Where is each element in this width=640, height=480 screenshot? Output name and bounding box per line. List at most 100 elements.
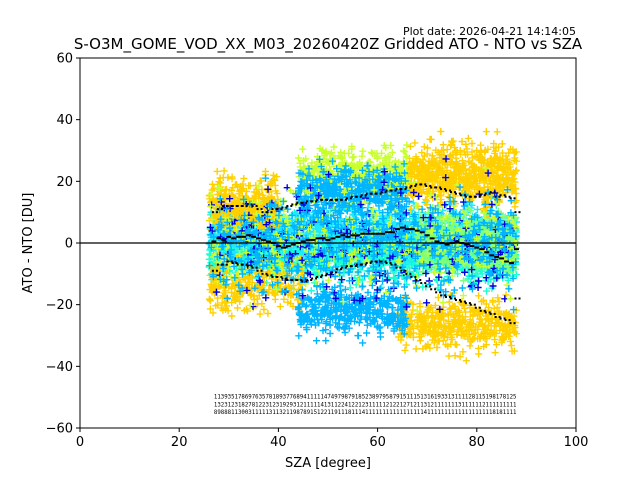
- std-lower-point: [215, 269, 218, 272]
- std-upper-point: [439, 186, 442, 189]
- std-lower-point: [434, 288, 437, 291]
- std-lower-point: [380, 260, 383, 263]
- std-upper-point: [489, 191, 492, 194]
- std-upper-point: [459, 194, 462, 197]
- std-lower-point: [479, 309, 482, 312]
- std-lower-point: [429, 285, 432, 288]
- std-upper-point: [498, 195, 501, 198]
- std-upper-point: [321, 198, 324, 201]
- std-upper-point: [464, 195, 467, 198]
- std-lower-point: [340, 266, 343, 269]
- std-upper-point: [296, 201, 299, 204]
- x-axis: 0 20 40 60 80 100: [76, 428, 589, 450]
- std-lower-point: [399, 266, 402, 269]
- std-lower-point: [405, 272, 408, 275]
- std-lower-point: [484, 311, 487, 314]
- std-lower-point: [454, 297, 456, 300]
- std-upper-point: [454, 191, 456, 194]
- std-upper-point: [246, 203, 249, 206]
- std-lower-point: [508, 319, 511, 322]
- std-lower-point: [285, 277, 288, 280]
- x-tick-label: 100: [564, 435, 589, 450]
- std-lower-point: [344, 266, 347, 269]
- std-lower-point: [320, 275, 323, 278]
- std-lower-point: [425, 285, 428, 288]
- std-lower-point: [339, 268, 342, 271]
- chart-title: S-O3M_GOME_VOD_XX_M03_20260420Z Gridded …: [74, 35, 583, 54]
- std-upper-point: [449, 189, 452, 192]
- std-upper-point: [245, 205, 248, 207]
- std-upper-point: [484, 192, 487, 195]
- std-upper-point: [474, 195, 477, 198]
- std-upper-point: [394, 189, 397, 192]
- std-lower-point: [454, 299, 457, 302]
- std-lower-point: [335, 268, 338, 271]
- std-lower-point: [241, 263, 244, 266]
- plot-date: Plot date: 2026-04-21 14:14:05: [403, 25, 576, 38]
- count-label-row: 8988811300311111311321198789151221191118…: [214, 409, 517, 416]
- std-lower-point: [316, 275, 319, 278]
- std-upper-point: [326, 198, 328, 201]
- std-lower-point: [459, 300, 462, 303]
- std-upper-point: [241, 205, 244, 207]
- std-upper-point: [390, 189, 393, 192]
- std-lower-point: [468, 302, 471, 305]
- std-lower-point: [286, 279, 289, 281]
- std-lower-point: [494, 316, 497, 318]
- std-upper-point: [445, 189, 448, 192]
- std-upper-point: [458, 192, 461, 195]
- std-lower-point: [266, 274, 269, 277]
- std-upper-point: [499, 194, 502, 197]
- y-tick-label: −60: [46, 422, 73, 437]
- std-lower-point: [430, 288, 433, 291]
- std-lower-point: [390, 263, 393, 266]
- std-lower-point: [513, 322, 516, 325]
- std-upper-point: [291, 203, 294, 206]
- std-lower-point: [414, 275, 417, 278]
- std-upper-point: [488, 192, 491, 195]
- std-lower-point: [469, 303, 472, 306]
- x-tick-label: 20: [171, 435, 188, 450]
- std-lower-point: [473, 303, 476, 306]
- std-lower-point: [291, 279, 294, 281]
- std-lower-point: [300, 279, 303, 281]
- std-lower-point: [444, 294, 447, 297]
- std-lower-point: [395, 266, 398, 269]
- std-upper-point: [410, 184, 413, 187]
- std-lower-point: [296, 279, 299, 281]
- std-lower-point: [251, 266, 254, 269]
- std-upper-point: [414, 184, 417, 187]
- std-bands: [211, 183, 521, 325]
- std-lower-point: [375, 260, 378, 263]
- std-upper-point: [231, 205, 234, 207]
- std-upper-point: [306, 200, 309, 203]
- std-upper-point: [359, 195, 362, 198]
- std-lower-point: [450, 297, 452, 300]
- std-upper-point: [478, 195, 481, 198]
- std-upper-point: [349, 197, 352, 200]
- std-lower-point: [493, 312, 496, 315]
- std-upper-point: [454, 192, 457, 195]
- std-upper-point: [350, 195, 353, 198]
- std-upper-point: [286, 205, 289, 207]
- x-tick-label: 60: [369, 435, 386, 450]
- std-upper-point: [316, 198, 319, 201]
- count-labels: 1139351786976357818937768941111147497987…: [214, 394, 517, 416]
- std-upper-point: [236, 205, 239, 207]
- std-lower-point: [321, 274, 324, 277]
- std-upper-point: [493, 191, 496, 194]
- count-label-row: 1323123182781223123192931211111413112241…: [214, 401, 517, 408]
- std-upper-point: [508, 195, 511, 198]
- x-tick-label: 40: [270, 435, 287, 450]
- std-lower-point: [350, 265, 353, 268]
- std-lower-point: [464, 302, 467, 305]
- std-upper-point: [409, 186, 412, 189]
- std-lower-point: [216, 263, 219, 266]
- std-upper-point: [400, 188, 403, 191]
- std-upper-point: [270, 211, 273, 214]
- std-upper-point: [295, 203, 298, 206]
- std-upper-point: [211, 211, 214, 214]
- std-upper-point: [503, 194, 506, 197]
- std-lower-point: [271, 275, 274, 278]
- std-upper-point: [250, 203, 253, 206]
